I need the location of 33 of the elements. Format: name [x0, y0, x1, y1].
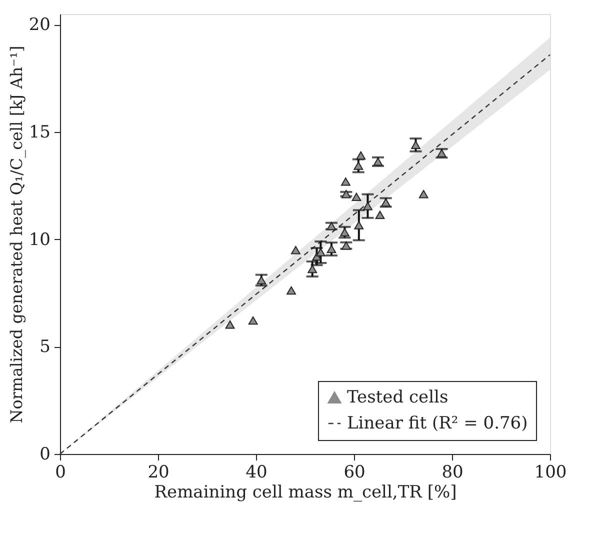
- point: [363, 202, 372, 210]
- x-tick-label: 40: [246, 462, 268, 482]
- point: [418, 190, 428, 198]
- point: [286, 286, 296, 295]
- point: [356, 151, 366, 160]
- y-tick-label: 10: [28, 230, 50, 250]
- point: [225, 320, 235, 329]
- point: [354, 221, 364, 230]
- point: [411, 140, 420, 150]
- y-tick-label: 15: [28, 122, 50, 143]
- x-tick-label: 20: [148, 462, 170, 482]
- point: [354, 162, 364, 170]
- point: [316, 248, 326, 256]
- y-tick-label: 0: [40, 444, 50, 464]
- point: [340, 228, 350, 236]
- point: [248, 316, 258, 325]
- point: [308, 264, 318, 274]
- point: [291, 246, 300, 254]
- y-tick-label: 5: [40, 337, 50, 358]
- y-axis-title: Normalized generated heat Q₁/C_cell [kJ Ah⁻¹]: [6, 46, 26, 424]
- point: [375, 210, 385, 220]
- point: [256, 276, 266, 284]
- legend-label: Linear fit (R² = 0.76): [347, 414, 528, 434]
- x-tick-label: 60: [344, 462, 366, 482]
- x-tick-label: 100: [534, 462, 567, 482]
- x-tick-label: 0: [55, 462, 66, 482]
- x-axis-title: Remaining cell mass m_cell,TR [%]: [154, 482, 457, 502]
- point: [340, 178, 350, 186]
- x-tick-label: 80: [442, 462, 464, 482]
- point: [326, 244, 336, 254]
- y-tick-label: 20: [28, 15, 50, 36]
- point: [352, 192, 362, 201]
- legend-label: Tested cells: [347, 388, 448, 408]
